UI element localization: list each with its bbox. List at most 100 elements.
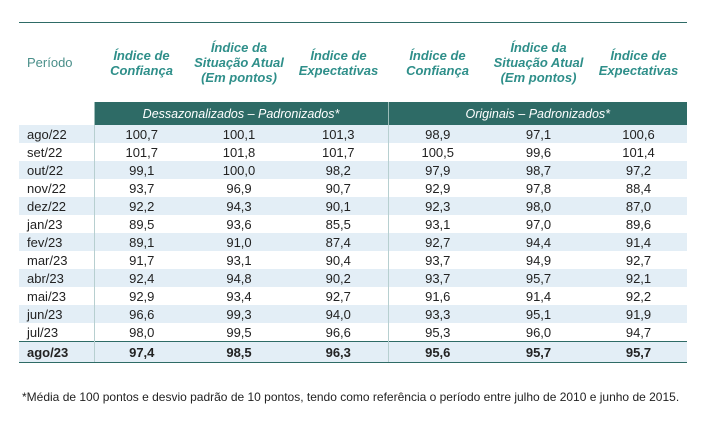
value-cell-current-sa: 93,6: [226, 216, 252, 232]
col-header-confidence-orig: Índice de Confiança: [406, 47, 469, 78]
period-cell: dez/22: [19, 197, 94, 215]
value-cell-confidence-orig: 92,7: [387, 233, 487, 251]
period-cell: out/22: [19, 161, 94, 179]
value-cell-current-orig: 97,0: [525, 216, 552, 232]
col-header-current-sa: Índice da Situação Atual (Em pontos): [194, 40, 284, 85]
value-cell-confidence-sa: 92,9: [93, 287, 189, 305]
value-cell-confidence-sa: 92,2: [93, 197, 189, 215]
index-table: Período Índice de Confiança Índice da Si…: [19, 23, 687, 363]
value-cell-expectations-sa: 90,7: [325, 180, 351, 196]
value-cell-current-sa: 100,1: [189, 125, 289, 143]
period-cell: ago/22: [19, 125, 94, 143]
value-cell-expectations-sa: 101,3: [289, 125, 388, 143]
value-cell-confidence-sa: 99,1: [93, 161, 189, 179]
value-cell-expectations-sa: 92,7: [325, 288, 351, 304]
value-cell-confidence-sa: 98,0: [93, 323, 189, 342]
value-cell-current-orig: 96,0: [525, 324, 552, 340]
table-row: jul/23 98,0 99,5 96,6 95,3 96,0 94,7: [19, 323, 687, 342]
table-row: ago/23 97,4 98,5 96,3 95,6 95,7 95,7: [19, 341, 687, 363]
value-cell-confidence-orig: 100,5: [387, 143, 487, 161]
value-cell-current-orig: 95,1: [487, 305, 590, 323]
value-cell-confidence-sa: 92,4: [93, 269, 189, 287]
value-cell-confidence-sa: 100,7: [93, 125, 189, 143]
value-cell-current-sa: 96,9: [226, 180, 252, 196]
value-cell-expectations-sa: 90,4: [325, 252, 351, 268]
value-cell-expectations-sa: 87,4: [289, 233, 388, 251]
period-cell: mai/23: [27, 288, 67, 304]
value-cell-expectations-orig: 92,2: [625, 288, 652, 304]
group-spacer: [19, 102, 94, 125]
value-cell-current-orig: 98,7: [487, 161, 590, 179]
value-cell-confidence-orig: 91,6: [387, 287, 487, 305]
value-cell-confidence-sa: 89,5: [93, 215, 189, 233]
period-cell: jun/23: [19, 305, 94, 323]
value-cell-confidence-orig: 95,3: [387, 323, 487, 342]
value-cell-confidence-sa: 93,7: [93, 179, 189, 197]
value-cell-current-orig: 97,1: [487, 125, 590, 143]
value-cell-current-orig: 91,4: [525, 288, 552, 304]
value-cell-current-orig: 95,7: [487, 269, 590, 287]
value-cell-current-sa: 98,5: [189, 341, 289, 363]
period-header: Período: [27, 55, 73, 70]
value-cell-expectations-orig: 94,7: [625, 324, 652, 340]
period-cell: fev/23: [19, 233, 94, 251]
value-cell-expectations-sa: 96,6: [325, 324, 351, 340]
table-row: mar/23 91,7 93,1 90,4 93,7 94,9 92,7: [19, 251, 687, 269]
value-cell-expectations-orig: 87,0: [590, 197, 687, 215]
index-table-frame: Período Índice de Confiança Índice da Si…: [19, 22, 687, 363]
period-cell: jul/23: [27, 324, 59, 340]
table-row: dez/22 92,2 94,3 90,1 92,3 98,0 87,0: [19, 197, 687, 215]
value-cell-current-orig: 99,6: [525, 144, 552, 160]
value-cell-expectations-sa: 94,0: [289, 305, 388, 323]
period-cell: set/22: [27, 144, 63, 160]
value-cell-current-orig: 97,8: [525, 180, 552, 196]
table-row: abr/23 92,4 94,8 90,2 93,7 95,7 92,1: [19, 269, 687, 287]
table-row: fev/23 89,1 91,0 87,4 92,7 94,4 91,4: [19, 233, 687, 251]
table-row: nov/22 93,7 96,9 90,7 92,9 97,8 88,4: [19, 179, 687, 197]
group-seasonally-adjusted: Dessazonalizados – Padronizados*: [93, 102, 388, 125]
value-cell-current-sa: 99,5: [226, 324, 252, 340]
value-cell-current-sa: 99,3: [189, 305, 289, 323]
value-cell-confidence-orig: 92,3: [387, 197, 487, 215]
value-cell-confidence-orig: 95,6: [387, 341, 487, 363]
period-cell: jan/23: [27, 216, 63, 232]
value-cell-expectations-sa: 98,2: [289, 161, 388, 179]
value-cell-expectations-orig: 92,1: [590, 269, 687, 287]
value-cell-expectations-orig: 89,6: [625, 216, 652, 232]
period-cell: ago/23: [19, 341, 94, 363]
value-cell-current-orig: 94,9: [525, 252, 552, 268]
value-cell-confidence-orig: 97,9: [387, 161, 487, 179]
value-cell-confidence-orig: 93,7: [387, 269, 487, 287]
value-cell-expectations-sa: 90,2: [289, 269, 388, 287]
header-row: Período Índice de Confiança Índice da Si…: [19, 23, 687, 102]
value-cell-current-orig: 94,4: [487, 233, 590, 251]
group-header-row: Dessazonalizados – Padronizados* Origina…: [19, 102, 687, 125]
value-cell-current-sa: 101,8: [222, 144, 256, 160]
value-cell-confidence-orig: 92,9: [387, 179, 487, 197]
value-cell-expectations-sa: 85,5: [325, 216, 351, 232]
col-header-expectations-orig: Índice de Expectativas: [598, 47, 679, 78]
col-header-current-orig: Índice da Situação Atual (Em pontos): [493, 40, 584, 85]
value-cell-expectations-sa: 96,3: [289, 341, 388, 363]
value-cell-current-sa: 100,0: [189, 161, 289, 179]
value-cell-confidence-sa: 97,4: [93, 341, 189, 363]
period-cell: mar/23: [27, 252, 68, 268]
value-cell-confidence-orig: 98,9: [387, 125, 487, 143]
value-cell-current-orig: 95,7: [487, 341, 590, 363]
group-original: Originais – Padronizados*: [387, 102, 687, 125]
value-cell-current-sa: 93,4: [226, 288, 252, 304]
period-cell: abr/23: [19, 269, 94, 287]
value-cell-expectations-orig: 88,4: [625, 180, 652, 196]
table-row: mai/23 92,9 93,4 92,7 91,6 91,4 92,2: [19, 287, 687, 305]
value-cell-expectations-orig: 91,4: [590, 233, 687, 251]
value-cell-expectations-orig: 95,7: [590, 341, 687, 363]
table-row: set/22 101,7 101,8 101,7 100,5 99,6 101,4: [19, 143, 687, 161]
table-row: jun/23 96,6 99,3 94,0 93,3 95,1 91,9: [19, 305, 687, 323]
value-cell-confidence-orig: 93,3: [387, 305, 487, 323]
value-cell-confidence-orig: 93,1: [387, 215, 487, 233]
value-cell-confidence-orig: 93,7: [387, 251, 487, 269]
value-cell-expectations-orig: 97,2: [590, 161, 687, 179]
table-row: ago/22 100,7 100,1 101,3 98,9 97,1 100,6: [19, 125, 687, 143]
value-cell-current-sa: 94,3: [189, 197, 289, 215]
value-cell-current-orig: 98,0: [487, 197, 590, 215]
